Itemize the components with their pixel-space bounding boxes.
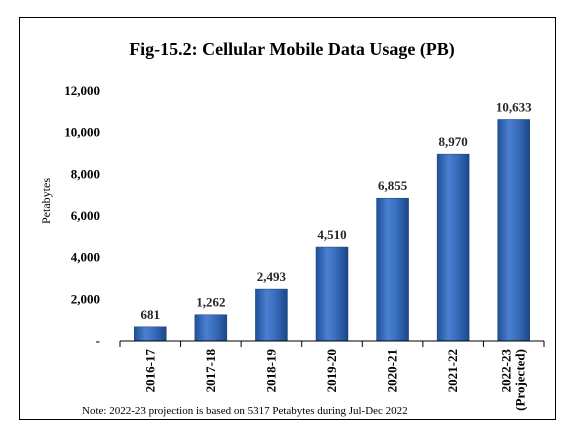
data-label: 681: [141, 307, 161, 322]
y-tick-label: 2,000: [71, 291, 100, 306]
bar: [497, 119, 530, 342]
x-tick-label: 2020-21: [385, 349, 400, 392]
x-tick-label: 2022-23(Projected): [499, 349, 528, 411]
chart-frame: Fig-15.2: Cellular Mobile Data Usage (PB…: [19, 17, 556, 420]
y-tick-label: 8,000: [71, 166, 100, 181]
y-tick-label: 10,000: [64, 125, 100, 140]
bar: [315, 246, 349, 342]
data-label: 10,633: [496, 99, 532, 114]
data-label: 4,510: [317, 227, 346, 242]
bar: [255, 288, 288, 342]
bar-chart: Fig-15.2: Cellular Mobile Data Usage (PB…: [39, 39, 545, 417]
bar: [436, 153, 470, 342]
bar: [194, 314, 228, 342]
y-tick-label: 4,000: [71, 250, 100, 265]
x-tick-label: 2017-18: [203, 349, 218, 393]
chart-note: Note: 2022-23 projection is based on 531…: [82, 405, 408, 417]
data-label: 8,970: [439, 134, 468, 149]
y-tick-label: 6,000: [71, 208, 100, 223]
x-tick-label: 2016-17: [142, 349, 157, 393]
x-tick-label: 2019-20: [324, 349, 339, 392]
x-tick-label: 2018-19: [263, 349, 278, 393]
chart-title: Fig-15.2: Cellular Mobile Data Usage (PB…: [129, 39, 455, 60]
x-tick-label: 2021-22: [445, 349, 460, 392]
y-tick-label: -: [96, 333, 100, 348]
data-label: 1,262: [196, 295, 225, 310]
data-label: 6,855: [378, 178, 408, 193]
bar: [376, 197, 409, 342]
data-label: 2,493: [257, 269, 287, 284]
y-axis-label: Petabytes: [39, 178, 53, 224]
bar: [134, 326, 167, 342]
y-tick-label: 12,000: [64, 83, 100, 98]
